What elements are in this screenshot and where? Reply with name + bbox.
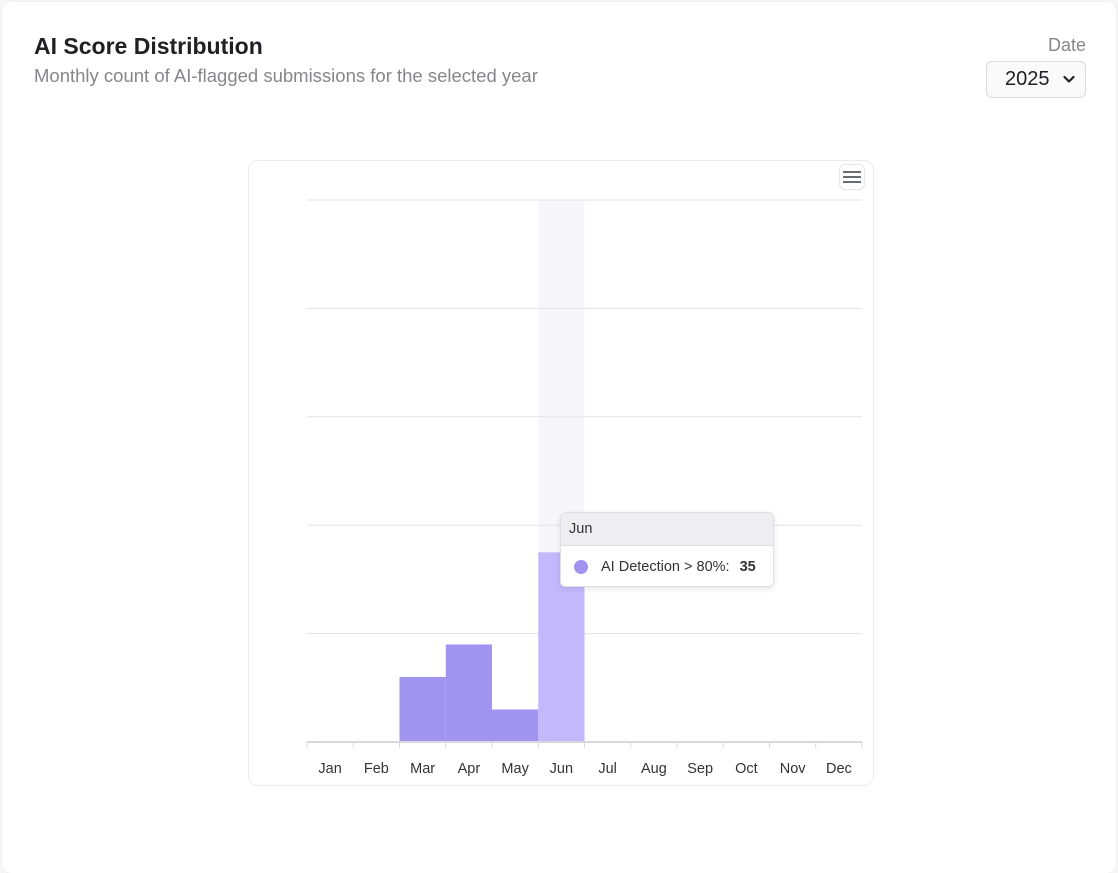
bar-mar [399,676,446,742]
bar-chart: Jan Feb Mar Apr May Jun Jul Aug Sep Oct Nov Dec [306,199,863,777]
x-tick-label-oct: Oct [735,761,758,777]
year-select-value: 2025 [1005,68,1050,90]
tooltip-body: AI Detection > 80%: 35 [561,546,773,586]
x-tick-label-nov: Nov [780,761,807,777]
tooltip-value: 35 [739,559,756,575]
x-tick-label-mar: Mar [410,761,435,777]
hamburger-menu-icon [843,171,861,183]
bar-apr [445,644,492,742]
x-tick-label-may: May [501,761,529,777]
x-tick-label-jul: Jul [598,761,617,777]
tooltip-category: Jun [561,513,773,546]
card-title: AI Score Distribution [34,33,263,59]
x-tick-label-dec: Dec [826,761,852,777]
chart-menu-button[interactable] [839,164,865,190]
x-tick-label-jun: Jun [550,761,573,777]
chevron-down-icon [1063,75,1075,83]
x-tick-label-feb: Feb [364,761,389,777]
date-label: Date [1047,35,1086,55]
card-subtitle: Monthly count of AI-flagged submissions … [34,65,538,86]
bar-may [492,709,539,742]
chart-tooltip: Jun AI Detection > 80%: 35 [560,512,774,587]
chart-container: Jan Feb Mar Apr May Jun Jul Aug Sep Oct Nov Dec Jun… [248,160,874,786]
x-tick-label-aug: Aug [641,761,667,777]
x-tick-label-apr: Apr [458,761,481,777]
x-tick-label-jan: Jan [318,761,341,777]
x-tick-label-sep: Sep [687,761,713,777]
year-select[interactable]: 2025 [986,61,1086,98]
series-marker-icon [574,560,588,574]
tooltip-series-name: AI Detection > 80%: [601,559,730,575]
